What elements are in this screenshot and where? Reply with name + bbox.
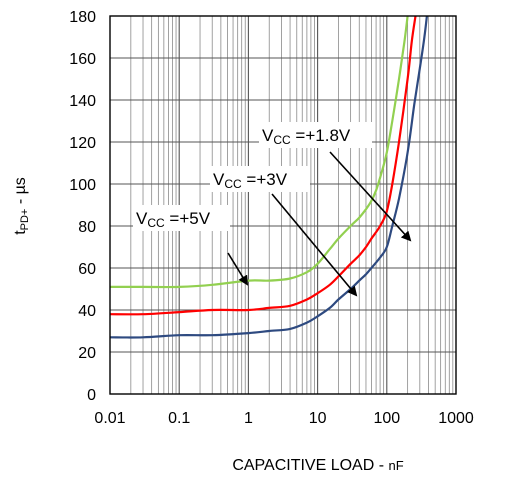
series-label-rest: =+3V <box>242 170 288 189</box>
y-axis-label: tPD+ - µs <box>12 177 31 235</box>
y-axis-label-t: t <box>12 230 29 235</box>
x-tick-label: 1000 <box>438 410 474 427</box>
annotation-arrow-2 <box>329 151 412 242</box>
series-label-0: VCC =+5V <box>136 209 211 230</box>
x-axis-label-main: CAPACITIVE LOAD - <box>232 457 388 474</box>
plot-frame <box>109 15 457 395</box>
x-axis-label: CAPACITIVE LOAD - nF <box>232 457 403 474</box>
series-label-v: V <box>262 126 274 145</box>
series-label-rest: =+5V <box>165 209 211 228</box>
annotation-box-0 <box>133 205 230 231</box>
series-label-2: VCC =+1.8V <box>262 126 351 147</box>
y-tick-label: 160 <box>69 51 96 68</box>
y-tick-label: 20 <box>78 345 96 362</box>
y-tick-label: 120 <box>69 135 96 152</box>
series-label-sub: CC <box>273 133 291 147</box>
series-label-rest: =+1.8V <box>291 126 351 145</box>
y-tick-label: 80 <box>78 219 96 236</box>
x-axis-label-unit: nF <box>389 458 404 473</box>
annotation-arrow-1 <box>271 193 358 297</box>
x-tick-label: 1 <box>244 410 253 427</box>
annotation-box-1 <box>210 166 310 192</box>
x-tick-label: 0.01 <box>94 410 125 427</box>
y-axis-label-sub: PD+ <box>19 209 31 231</box>
series-label-sub: CC <box>147 216 165 230</box>
axis-tick-labels: 0.01 0.1 1 10 100 1000 0 20 40 60 80 100 120 140 160 18… <box>69 9 474 427</box>
series-label-1: VCC =+3V <box>213 170 288 191</box>
series-label-v: V <box>136 209 148 228</box>
series-label-sub: CC <box>224 177 242 191</box>
series-line-1 <box>109 15 417 316</box>
x-tick-label: 10 <box>309 410 327 427</box>
series-line-2 <box>109 15 428 339</box>
annotation-box-2 <box>259 122 372 148</box>
x-tick-label: 100 <box>373 410 400 427</box>
y-tick-label: 140 <box>69 93 96 110</box>
annotation-arrow-0 <box>227 252 249 286</box>
x-tick-label: 0.1 <box>168 410 190 427</box>
y-tick-label: 0 <box>87 387 96 404</box>
y-tick-label: 40 <box>78 303 96 320</box>
y-tick-label: 180 <box>69 9 96 26</box>
chart-series <box>109 15 428 339</box>
y-tick-label: 60 <box>78 261 96 278</box>
y-axis-label-rest: - µs <box>12 177 29 208</box>
y-tick-label: 100 <box>69 177 96 194</box>
series-label-v: V <box>213 170 225 189</box>
series-line-0 <box>110 15 409 289</box>
